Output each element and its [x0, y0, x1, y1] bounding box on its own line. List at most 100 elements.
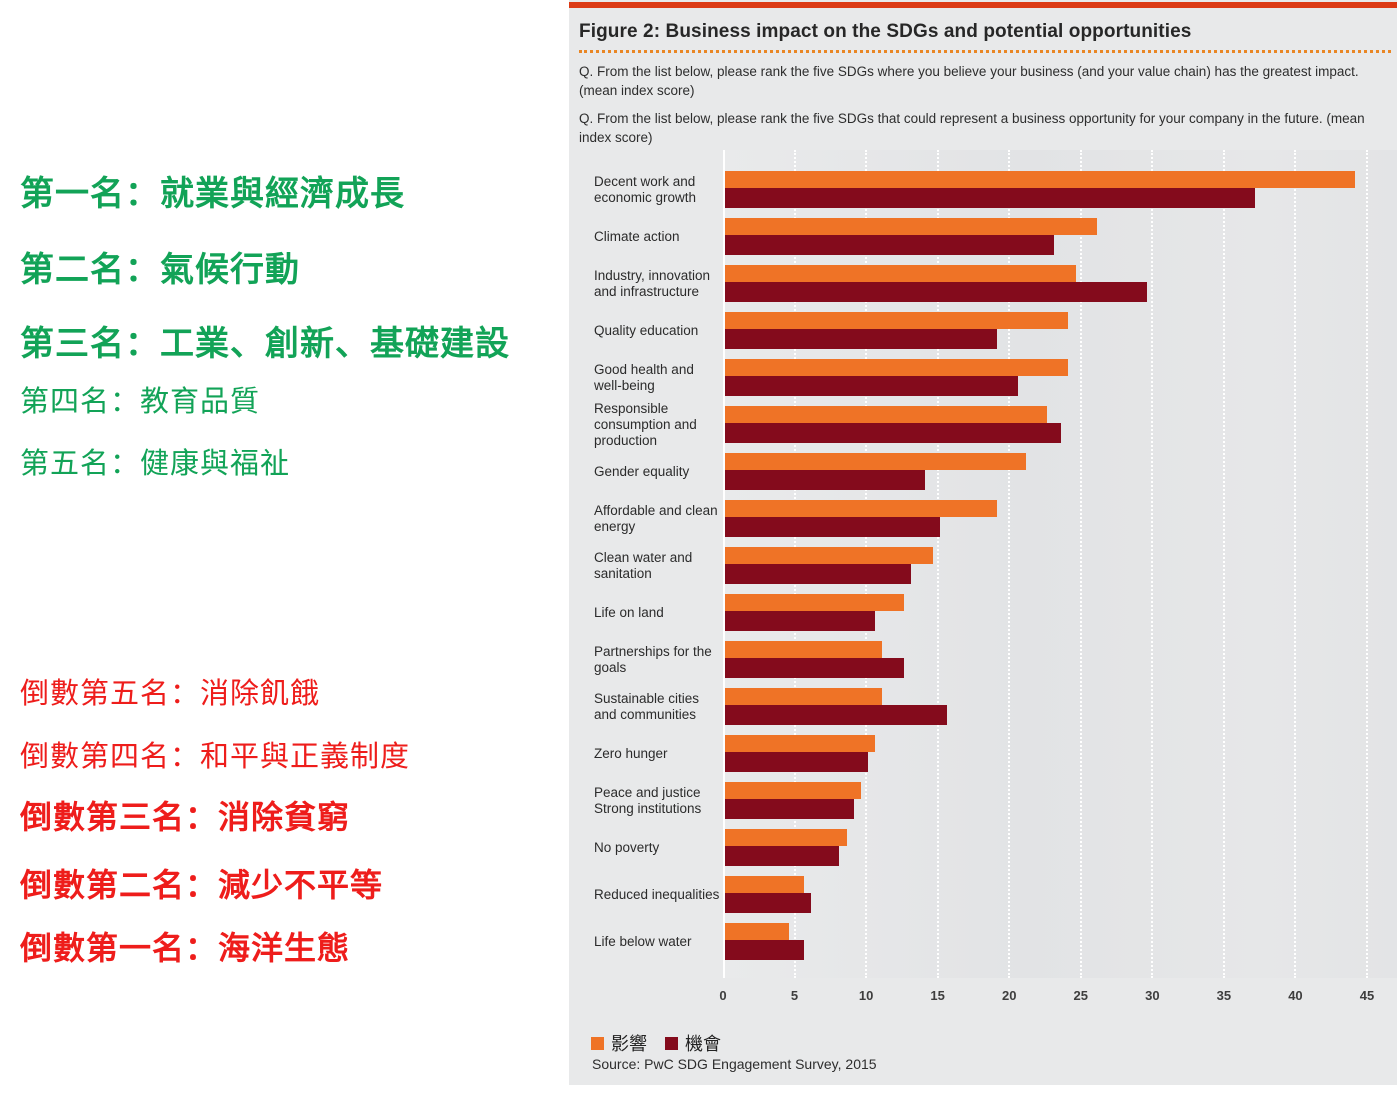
bar-opportunity — [725, 235, 1055, 255]
bar-opportunity — [725, 940, 804, 960]
chart-row: Gender equality — [569, 453, 1397, 490]
legend-item-opportunity: 機會 — [665, 1030, 721, 1056]
gridline-15 — [936, 150, 939, 978]
bar-impact — [725, 406, 1047, 423]
x-tick-10: 10 — [858, 988, 874, 1003]
bar-opportunity — [725, 188, 1255, 208]
bar-opportunity — [725, 799, 854, 819]
source-note: Source: PwC SDG Engagement Survey, 2015 — [592, 1056, 877, 1072]
bar-opportunity — [725, 846, 840, 866]
bar-opportunity — [725, 611, 876, 631]
legend-item-impact: 影響 — [591, 1030, 647, 1056]
chart-row: Zero hunger — [569, 735, 1397, 772]
bar-impact — [725, 265, 1076, 282]
question-opportunity: Q. From the list below, please rank the … — [579, 111, 1365, 146]
category-label: Responsible consumption and production — [594, 400, 697, 448]
chart-row: Quality education — [569, 312, 1397, 349]
x-tick-5: 5 — [790, 988, 799, 1003]
category-label: Quality education — [594, 322, 699, 338]
legend-label: 機會 — [685, 1034, 721, 1054]
category-label: Gender equality — [594, 463, 690, 479]
bar-impact — [725, 735, 876, 752]
panel-top-border — [569, 2, 1397, 8]
rank-note-top-5: 第五名：健康與福祉 — [20, 448, 291, 480]
category-label: Affordable and clean energy — [594, 502, 718, 534]
bar-opportunity — [725, 658, 904, 678]
chart-row: Partnerships for the goals — [569, 641, 1397, 678]
rank-note-top-4: 第四名：教育品質 — [20, 386, 261, 418]
chart-row: Life below water — [569, 923, 1397, 960]
x-tick-15: 15 — [930, 988, 945, 1003]
bar-impact — [725, 453, 1026, 470]
gridline-45 — [1365, 150, 1368, 978]
chart-row: Life on land — [569, 594, 1397, 631]
question-impact: Q. From the list below, please rank the … — [579, 64, 1359, 99]
category-label: Climate action — [594, 228, 680, 244]
chart-row: No poverty — [569, 829, 1397, 866]
bar-opportunity — [725, 564, 912, 584]
x-tick-20: 20 — [1001, 988, 1017, 1003]
axis-baseline — [723, 150, 725, 978]
title-separator — [579, 50, 1391, 53]
x-tick-45: 45 — [1359, 988, 1375, 1003]
bar-impact — [725, 829, 847, 846]
bar-impact — [725, 923, 790, 940]
x-tick-30: 30 — [1145, 988, 1160, 1003]
bar-impact — [725, 218, 1098, 235]
category-label: Partnerships for the goals — [594, 643, 712, 675]
category-label: Clean water and sanitation — [594, 549, 693, 581]
bar-impact — [725, 359, 1069, 376]
x-tick-25: 25 — [1073, 988, 1088, 1003]
category-label: Decent work and economic growth — [594, 173, 697, 205]
chart-row: Responsible consumption and production — [569, 401, 1397, 448]
gridline-35 — [1222, 150, 1225, 978]
bar-impact — [725, 641, 883, 658]
x-tick-35: 35 — [1216, 988, 1232, 1003]
bar-impact — [725, 688, 883, 705]
bar-opportunity — [725, 705, 947, 725]
impact-swatch-icon — [591, 1036, 604, 1050]
rank-note-bottom-5: 倒數第一名：海洋生態 — [20, 930, 351, 966]
category-label: No poverty — [594, 839, 660, 855]
bar-opportunity — [725, 893, 811, 913]
chart-row: Sustainable cities and communities — [569, 688, 1397, 725]
category-label: Life below water — [594, 933, 692, 949]
chart-row: Reduced inequalities — [569, 876, 1397, 913]
rank-note-bottom-1: 倒數第五名：消除飢餓 — [20, 678, 321, 710]
rank-note-bottom-2: 倒數第四名：和平與正義制度 — [20, 741, 411, 773]
chart-row: Clean water and sanitation — [569, 547, 1397, 584]
gridline-20 — [1008, 150, 1011, 978]
bar-impact — [725, 171, 1355, 188]
category-label: Zero hunger — [594, 745, 668, 761]
chart-row: Industry, innovation and infrastructure — [569, 265, 1397, 302]
rank-note-bottom-4: 倒數第二名：減少不平等 — [20, 867, 384, 903]
chart-row: Affordable and clean energy — [569, 500, 1397, 537]
figure-panel: Figure 2: Business impact on the SDGs an… — [569, 0, 1397, 1085]
category-label: Reduced inequalities — [594, 886, 720, 902]
bar-impact — [725, 312, 1069, 329]
category-label: Good health and well-being — [594, 361, 694, 393]
chart-row: Climate action — [569, 218, 1397, 255]
opportunity-swatch-icon — [665, 1036, 678, 1050]
bar-opportunity — [725, 329, 997, 349]
gridline-30 — [1151, 150, 1154, 978]
bar-opportunity — [725, 282, 1148, 302]
gridline-40 — [1294, 150, 1297, 978]
figure-title: Figure 2: Business impact on the SDGs an… — [579, 21, 1192, 42]
chart-row: Peace and justice Strong institutions — [569, 782, 1397, 819]
bar-impact — [725, 782, 861, 799]
rank-note-top-1: 第一名：就業與經濟成長 — [20, 175, 405, 213]
bar-opportunity — [725, 423, 1062, 443]
bar-impact — [725, 500, 997, 517]
category-label: Peace and justice Strong institutions — [594, 784, 702, 816]
bar-opportunity — [725, 470, 926, 490]
category-label: Industry, innovation and infrastructure — [594, 267, 711, 299]
chart-row: Decent work and economic growth — [569, 171, 1397, 208]
bar-opportunity — [725, 517, 940, 537]
chart-row: Good health and well-being — [569, 359, 1397, 396]
legend: 影響 機會 — [591, 1030, 721, 1056]
category-label: Life on land — [594, 604, 664, 620]
bar-impact — [725, 876, 804, 893]
bar-opportunity — [725, 752, 869, 772]
